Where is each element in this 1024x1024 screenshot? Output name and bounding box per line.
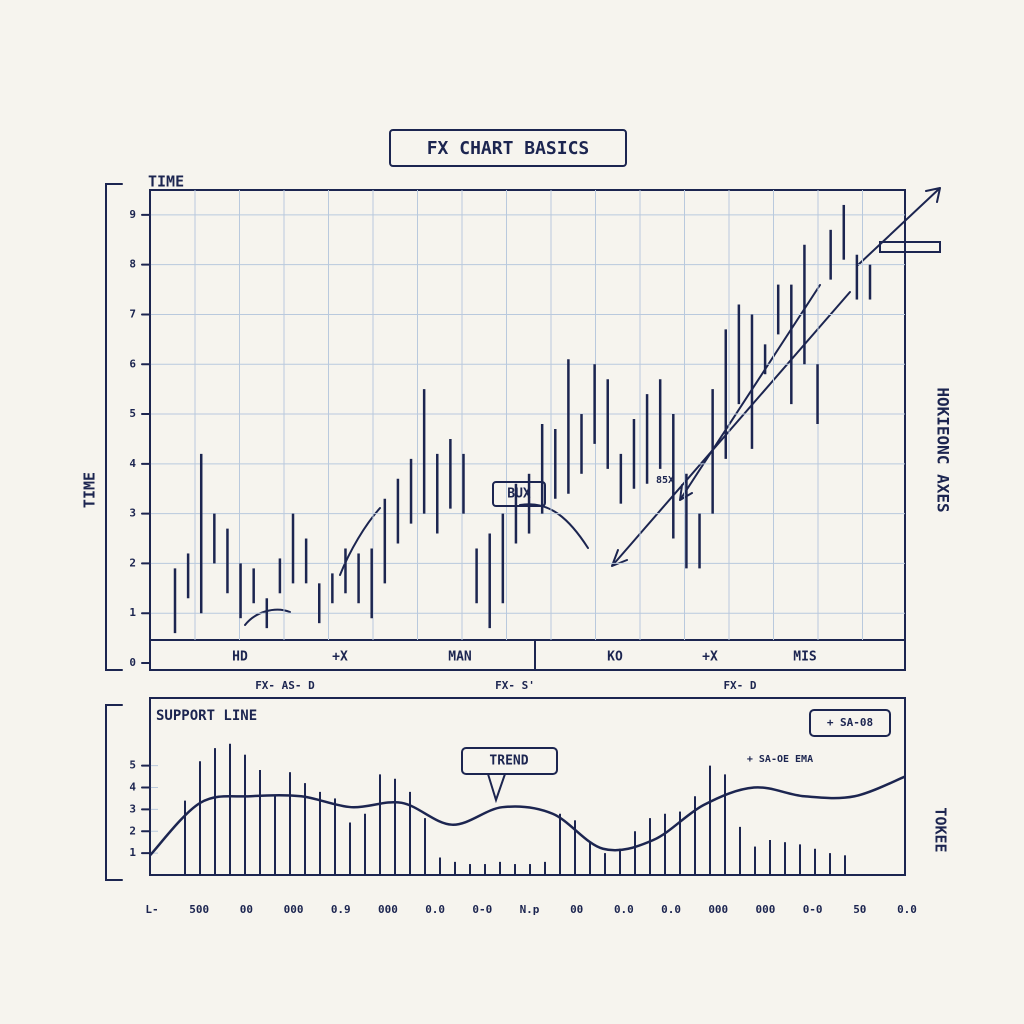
curve [339,507,381,576]
chart-title: FX CHART BASICS [427,138,590,159]
band-label: MIS [793,650,817,665]
note-box [809,709,891,737]
band-label: +X [702,650,718,665]
band-label: KO [607,650,623,665]
right-label: HOKIEONC AXES [934,387,953,512]
axis-label: TIME [148,173,184,191]
x-tick-label: 000 [708,903,728,916]
bracket [105,183,123,671]
annotation: TREND [489,754,528,769]
y-tick-label: 6 [129,357,136,370]
panel-title: SUPPORT LINE [156,708,257,724]
note-box [492,481,546,507]
band-label: HD [232,650,248,665]
annotation: 85X [656,475,674,486]
footer-label: FX- D [723,679,756,692]
y-tick-label: 2 [129,824,136,837]
x-tick-label: 00 [240,903,253,916]
y-tick-label: 3 [129,507,136,520]
y-tick-label: 4 [129,457,136,470]
x-tick-label: N.p [520,903,540,916]
y-tick-label: 1 [129,846,136,859]
y-tick-label: 1 [129,606,136,619]
annotation: + SA-08 [827,716,873,729]
x-tick-label: 500 [189,903,209,916]
y-tick-label: 7 [129,307,136,320]
x-tick-label: 0-0 [803,903,823,916]
footer-label: FX- AS- D [255,679,315,692]
x-tick-label: 50 [853,903,866,916]
bracket [105,704,123,881]
annotation: BUX [507,487,531,502]
top-frame [149,189,906,671]
y-tick-label: 0 [129,656,136,669]
y-tick-label: 4 [129,781,136,794]
pointer [487,773,506,804]
y-tick-label: 8 [129,258,136,271]
band-label: MAN [448,650,472,665]
support-line [149,775,906,857]
x-tick-label: 00 [570,903,583,916]
note-box [461,747,558,775]
footer-label: FX- S' [495,679,535,692]
y-tick-label: 3 [129,802,136,815]
x-tick-label: 0.0 [661,903,681,916]
bottom-frame [149,697,906,876]
x-tick-label: L- [145,903,158,916]
arrow [857,187,941,266]
title-box [389,129,627,167]
x-tick-label: 0.0 [897,903,917,916]
x-tick-label: 0.9 [331,903,351,916]
x-tick-label: 000 [756,903,776,916]
x-tick-label: 0-0 [472,903,492,916]
x-tick-label: 0.0 [425,903,445,916]
right-label: TOKEE [932,807,950,852]
y-tick-label: 5 [129,759,136,772]
y-tick-label: 9 [129,208,136,221]
layer: 0 1 2 3 4 5 6 7 8 9 HD +X MAN KO +X MIS FX- AS- D FX- S' F… [81,173,953,917]
marker [879,241,941,253]
x-tick-label: 000 [378,903,398,916]
band-label: +X [332,650,348,665]
y-tick-label: 5 [129,407,136,420]
y-axis-label: TIME [81,472,99,508]
arrow [679,284,821,501]
y-tick-label: 2 [129,556,136,569]
annotation: + SA-OE EMA [747,754,813,765]
x-tick-label: 000 [284,903,304,916]
x-tick-label: 0.0 [614,903,634,916]
